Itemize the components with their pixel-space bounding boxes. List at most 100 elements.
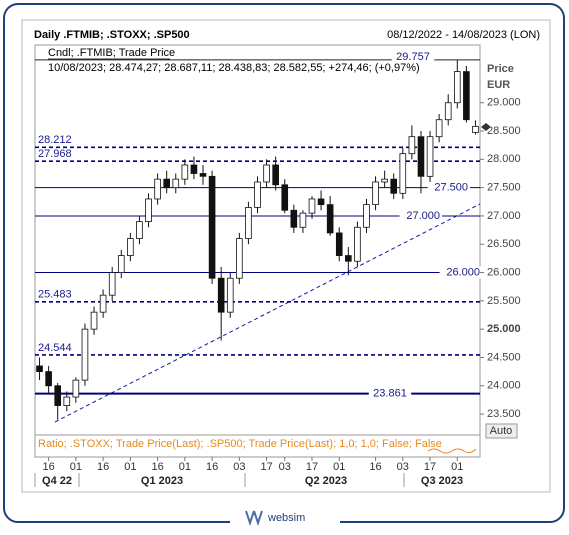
candle-body xyxy=(117,255,125,273)
x-tick-label: 03 xyxy=(279,461,291,473)
candle-body xyxy=(45,371,52,387)
candle-body xyxy=(81,328,89,381)
y-tick-label: 28.500 xyxy=(487,125,521,137)
candle-body xyxy=(181,164,189,180)
y-tick-label: 25.000 xyxy=(487,323,521,335)
y-tick-label: 29.000 xyxy=(487,97,521,109)
y-tick-label: 26.500 xyxy=(487,238,521,250)
candle-body xyxy=(63,396,71,406)
level-label: 28.212 xyxy=(38,134,72,146)
auto-label[interactable]: Auto xyxy=(490,425,513,437)
candle-body xyxy=(199,173,207,177)
candle-body xyxy=(390,178,398,194)
plot-area xyxy=(34,44,481,436)
candle-body xyxy=(154,178,161,200)
x-tick-label: 16 xyxy=(369,461,381,473)
y-tick-label: 25.500 xyxy=(487,295,521,307)
brand-logo: websim xyxy=(230,508,340,528)
candle-body xyxy=(472,125,479,133)
candle-body xyxy=(36,365,43,373)
level-label-bg xyxy=(391,50,435,63)
x-tick-label: 01 xyxy=(179,461,191,473)
chart-title: Daily .FTMIB; .STOXX; .SP500 xyxy=(34,29,190,41)
candle-body xyxy=(90,311,98,330)
x-tick-label: 01 xyxy=(70,461,82,473)
candle-body xyxy=(399,153,407,194)
y-tick-label: 27.000 xyxy=(487,210,521,222)
candle-body xyxy=(317,198,325,206)
x-tick-label: 16 xyxy=(97,461,109,473)
candle-body xyxy=(363,204,370,228)
price-marker xyxy=(481,123,491,131)
candle-body xyxy=(354,226,361,262)
y-axis-title: Price xyxy=(487,63,514,75)
candle-body xyxy=(163,178,170,189)
candle-body xyxy=(208,175,216,279)
candle-body xyxy=(299,212,307,228)
auto-button[interactable] xyxy=(485,423,518,439)
candle-body xyxy=(444,102,452,121)
candle-body xyxy=(326,204,334,234)
level-label: 29.757 xyxy=(396,51,430,63)
level-label: 26.000 xyxy=(446,266,480,278)
x-group-label: Q3 2023 xyxy=(421,475,463,487)
logo-mark xyxy=(245,510,263,527)
x-group-label: Q1 2023 xyxy=(141,475,183,487)
x-group-label: Q4 22 xyxy=(42,475,72,487)
candle-body xyxy=(335,232,343,256)
candle-body xyxy=(381,178,388,183)
candle-body xyxy=(463,71,470,121)
x-tick-label: 03 xyxy=(397,461,409,473)
candle-body xyxy=(127,238,134,256)
candle-body xyxy=(281,184,289,211)
candle-body xyxy=(426,136,434,177)
x-tick-label: 01 xyxy=(124,461,136,473)
candle-body xyxy=(263,164,270,183)
candle-body xyxy=(290,209,298,228)
x-group-label: Q2 2023 xyxy=(305,475,347,487)
last-quote: 10/08/2023; 28.474,27; 28.687,11; 28.438… xyxy=(48,62,420,74)
level-label-bg xyxy=(368,387,412,400)
candle-body xyxy=(136,221,143,239)
candle-body xyxy=(435,119,443,138)
candle-body xyxy=(308,198,316,214)
candle-body xyxy=(99,294,107,313)
candle-body xyxy=(190,164,198,174)
candle-body xyxy=(272,164,279,186)
level-label-bg xyxy=(439,266,482,279)
x-tick-label: 01 xyxy=(451,461,463,473)
level-label: 23.861 xyxy=(373,388,407,400)
level-label-bg xyxy=(399,209,442,222)
level-label: 25.483 xyxy=(38,289,72,301)
candle-body xyxy=(172,178,180,189)
candle-body xyxy=(217,277,225,313)
candle-body xyxy=(54,385,62,406)
candle-body xyxy=(145,198,152,223)
candle-body xyxy=(72,379,80,398)
candle-body xyxy=(372,181,379,206)
y-tick-label: 23.500 xyxy=(487,408,521,420)
trend-line xyxy=(54,203,481,423)
level-label: 27.000 xyxy=(406,210,440,222)
y-tick-label: 24.000 xyxy=(487,380,521,392)
candle-body xyxy=(236,238,243,279)
candle-body xyxy=(254,181,261,208)
x-tick-label: 17 xyxy=(424,461,436,473)
candle-body xyxy=(417,136,425,177)
candle-body xyxy=(453,71,461,104)
candle-body xyxy=(226,277,234,313)
x-tick-label: 17 xyxy=(260,461,272,473)
brand: websim xyxy=(267,512,305,524)
y-tick-label: 24.500 xyxy=(487,351,521,363)
date-range: 08/12/2022 - 14/08/2023 (LON) xyxy=(387,29,540,41)
y-tick-label: 26.000 xyxy=(487,266,521,278)
levels: 29.757 28.212 27.968 27.500 27.000 26.000 25.4… xyxy=(35,51,482,400)
y-tick-label: 27.500 xyxy=(487,182,521,194)
x-tick-label: 16 xyxy=(151,461,163,473)
candle-body xyxy=(245,207,252,239)
ratio-line xyxy=(427,448,477,454)
level-label-bg xyxy=(427,181,470,194)
candle-body xyxy=(345,255,352,262)
x-tick-label: 17 xyxy=(306,461,318,473)
